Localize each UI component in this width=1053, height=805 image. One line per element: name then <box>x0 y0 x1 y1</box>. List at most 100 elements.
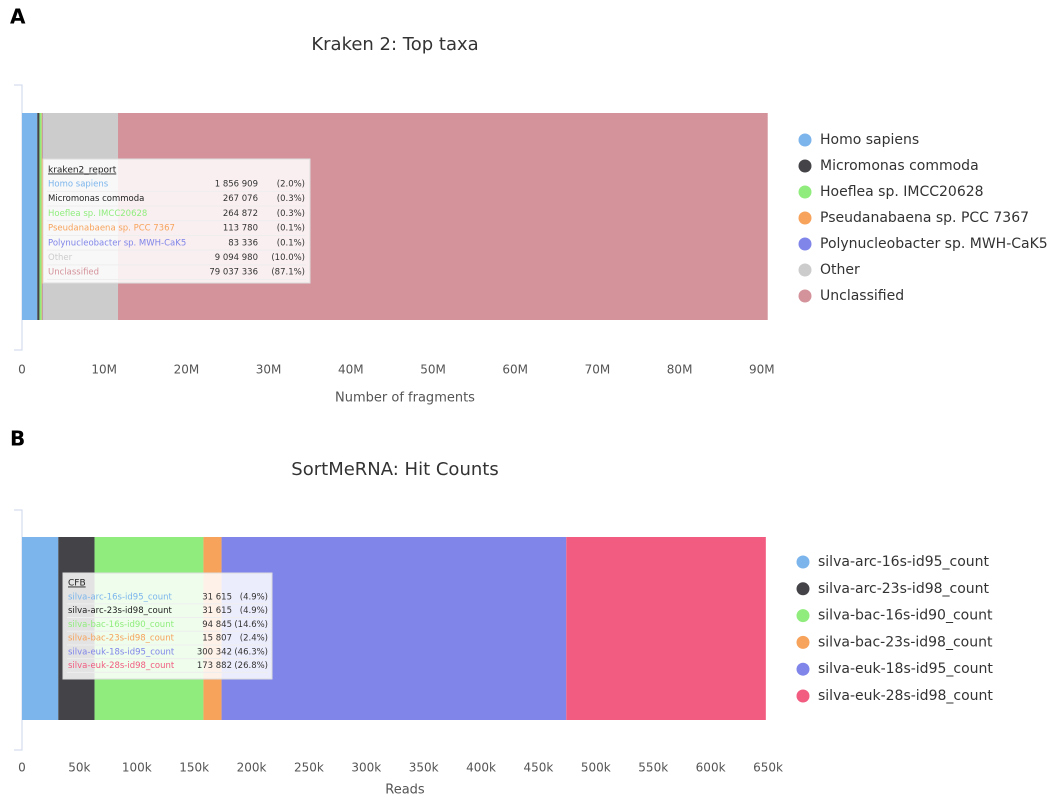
chart-title: SortMeRNA: Hit Counts <box>291 459 498 480</box>
legend-label: Polynucleobacter sp. MWH-CaK5 <box>820 236 1048 252</box>
x-tick-label: 400k <box>466 761 496 775</box>
tooltip-value: 83 336 <box>228 238 258 248</box>
tooltip-value: 267 076 <box>223 194 258 204</box>
bar-segment <box>37 113 40 320</box>
x-tick-label: 600k <box>696 761 726 775</box>
tooltip-share: (14.6%) <box>234 620 268 630</box>
tooltip-value: 264 872 <box>223 209 258 219</box>
legend-label: silva-bac-16s-id90_count <box>818 608 993 624</box>
tooltip-title: CFB <box>68 579 86 589</box>
tooltip-share: (87.1%) <box>271 268 305 278</box>
x-tick-label: 60M <box>502 363 528 377</box>
legend-marker <box>798 289 812 303</box>
x-tick-label: 40M <box>338 363 364 377</box>
x-tick-label: 200k <box>237 761 267 775</box>
x-tick-label: 0 <box>18 363 26 377</box>
x-axis-label: Reads <box>385 783 425 798</box>
tooltip-share: (2.4%) <box>240 634 268 644</box>
tooltip-name: Homo sapiens <box>48 180 109 190</box>
legend-marker <box>796 662 810 676</box>
tooltip-share: (0.1%) <box>277 224 305 234</box>
y-axis-line <box>14 84 23 351</box>
x-tick-label: 100k <box>122 761 152 775</box>
tooltip-share: (4.9%) <box>240 606 268 616</box>
tooltip-share: (0.3%) <box>277 209 305 219</box>
legend-label: silva-arc-23s-id98_count <box>818 581 990 597</box>
tooltip-box <box>62 572 273 680</box>
legend-marker <box>796 582 810 596</box>
tooltip-name: silva-bac-23s-id98_count <box>68 634 175 644</box>
x-axis-label: Number of fragments <box>335 391 475 406</box>
x-tick-label: 500k <box>581 761 611 775</box>
tooltip-name: Micromonas commoda <box>48 194 144 204</box>
x-tick-label: 50M <box>420 363 446 377</box>
legend-marker <box>798 159 812 173</box>
legend-label: silva-euk-18s-id95_count <box>818 661 993 677</box>
bar-segment <box>41 113 43 320</box>
tooltip-share: (0.1%) <box>277 238 305 248</box>
tooltip-share: (4.9%) <box>240 593 268 603</box>
x-tick-label: 0 <box>18 761 26 775</box>
tooltip-name: Unclassified <box>48 268 99 278</box>
tooltip-share: (46.3%) <box>234 647 268 657</box>
tooltip-share: (2.0%) <box>277 180 305 190</box>
legend-marker <box>798 185 812 199</box>
x-tick-label: 450k <box>524 761 554 775</box>
legend-label: silva-bac-23s-id98_count <box>818 634 993 650</box>
tooltip-share: (26.8%) <box>234 661 268 671</box>
tooltip-value: 1 856 909 <box>215 180 258 190</box>
chart-title: Kraken 2: Top taxa <box>311 34 478 55</box>
tooltip-name: silva-arc-23s-id98_count <box>68 606 172 616</box>
legend-label: Homo sapiens <box>820 132 919 148</box>
tooltip-value: 79 037 336 <box>209 268 258 278</box>
x-tick-label: 80M <box>667 363 693 377</box>
panel-letter: B <box>10 427 25 451</box>
tooltip-name: Other <box>48 253 73 263</box>
legend-label: Pseudanabaena sp. PCC 7367 <box>820 210 1029 226</box>
legend-label: silva-euk-28s-id98_count <box>818 688 993 704</box>
x-tick-label: 300k <box>351 761 381 775</box>
tooltip-share: (0.3%) <box>277 194 305 204</box>
legend-label: silva-arc-16s-id95_count <box>818 554 990 570</box>
tooltip-value: 31 615 <box>202 593 232 603</box>
bar-segment <box>22 537 59 720</box>
tooltip-name: Polynucleobacter sp. MWH-CaK5 <box>48 238 186 248</box>
tooltip-value: 31 615 <box>202 606 232 616</box>
y-axis-line <box>14 509 23 751</box>
bar-segment <box>22 113 38 320</box>
legend-marker <box>798 211 812 225</box>
tooltip-share: (10.0%) <box>271 253 305 263</box>
tooltip-name: Hoeflea sp. IMCC20628 <box>48 209 147 219</box>
legend-label: Unclassified <box>820 288 904 304</box>
legend-marker <box>796 635 810 649</box>
legend-marker <box>796 689 810 703</box>
legend-marker <box>796 555 810 569</box>
x-tick-label: 550k <box>638 761 668 775</box>
legend-label: Hoeflea sp. IMCC20628 <box>820 184 984 200</box>
x-tick-label: 250k <box>294 761 324 775</box>
tooltip-title: kraken2_report <box>48 166 117 176</box>
legend-marker <box>798 263 812 277</box>
legend-marker <box>796 609 810 623</box>
x-tick-label: 650k <box>753 761 783 775</box>
legend-label: Micromonas commoda <box>820 158 979 174</box>
x-tick-label: 90M <box>749 363 775 377</box>
tooltip-value: 300 342 <box>197 647 232 657</box>
x-tick-label: 50k <box>68 761 90 775</box>
x-tick-label: 70M <box>585 363 611 377</box>
panel-letter: A <box>10 5 26 29</box>
tooltip-value: 94 845 <box>202 620 232 630</box>
tooltip-value: 9 094 980 <box>215 253 258 263</box>
tooltip-name: silva-euk-28s-id98_count <box>68 661 175 671</box>
x-tick-label: 350k <box>409 761 439 775</box>
bar-segment <box>39 113 42 320</box>
tooltip-value: 113 780 <box>223 224 258 234</box>
tooltip-value: 15 807 <box>202 634 232 644</box>
legend-label: Other <box>820 262 860 278</box>
x-tick-label: 30M <box>256 363 282 377</box>
tooltip-name: silva-euk-18s-id95_count <box>68 647 175 657</box>
legend-marker <box>798 133 812 147</box>
legend-marker <box>798 237 812 251</box>
tooltip-name: silva-bac-16s-id90_count <box>68 620 175 630</box>
